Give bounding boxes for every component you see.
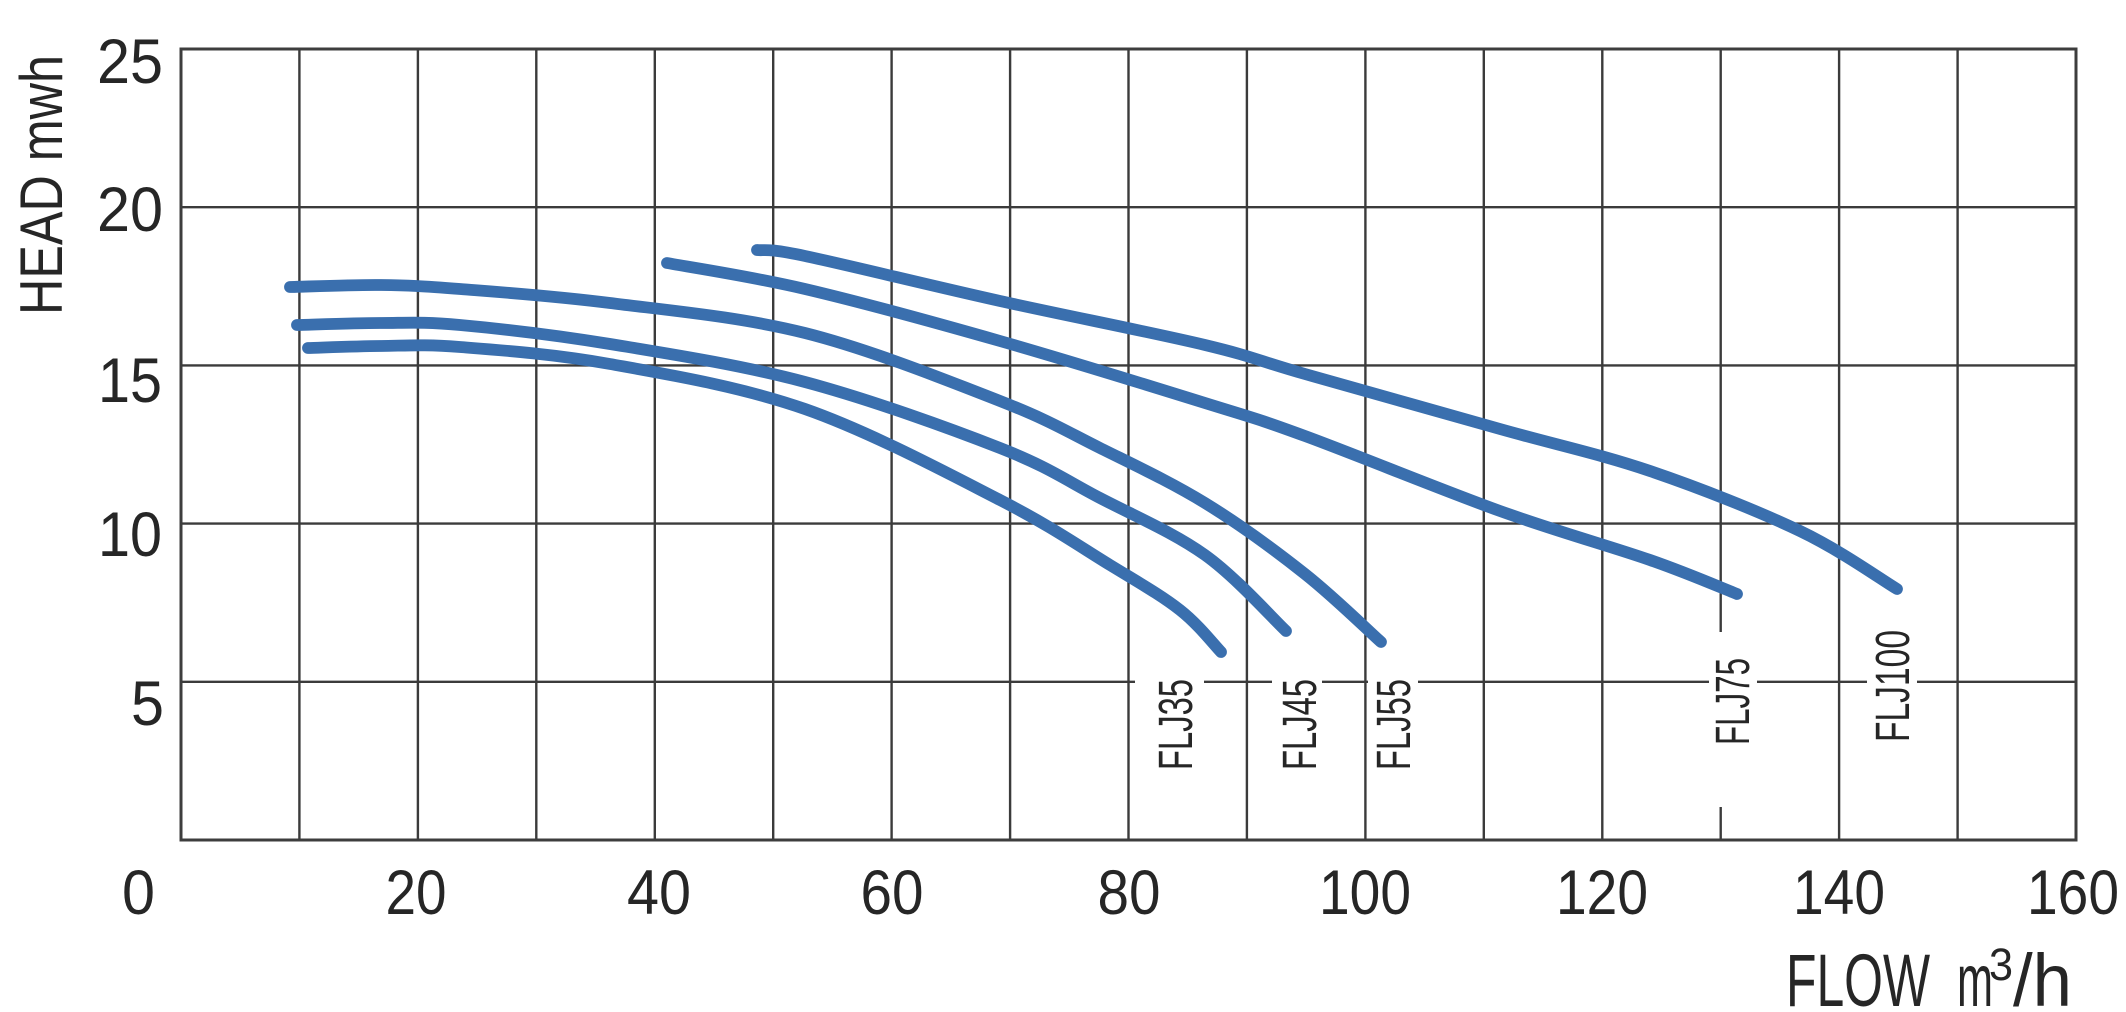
svg-text:120: 120 [1556,858,1648,928]
svg-text:5: 5 [131,669,164,739]
svg-text:FLJ45: FLJ45 [1274,679,1327,770]
svg-text:20: 20 [386,858,447,928]
svg-text:80: 80 [1098,858,1161,928]
svg-text:m: m [1957,939,1993,1012]
svg-text:FLJ100: FLJ100 [1867,630,1920,742]
svg-text:60: 60 [861,858,924,928]
svg-text:FLJ35: FLJ35 [1150,679,1203,770]
svg-text:/h: /h [2013,939,2072,1012]
svg-text:40: 40 [627,858,691,928]
svg-text:15: 15 [98,346,162,416]
svg-text:140: 140 [1793,858,1885,928]
svg-text:FLJ75: FLJ75 [1707,658,1760,745]
svg-text:3: 3 [1989,939,2013,990]
svg-text:10: 10 [98,500,162,570]
svg-text:FLJ55: FLJ55 [1368,679,1421,770]
svg-text:20: 20 [97,175,163,245]
svg-text:FLOW: FLOW [1786,939,1930,1012]
svg-text:0: 0 [122,858,155,928]
svg-text:100: 100 [1319,858,1411,928]
svg-text:HEAD mwh: HEAD mwh [8,55,75,315]
svg-text:160: 160 [2027,858,2119,928]
svg-text:25: 25 [97,27,163,97]
